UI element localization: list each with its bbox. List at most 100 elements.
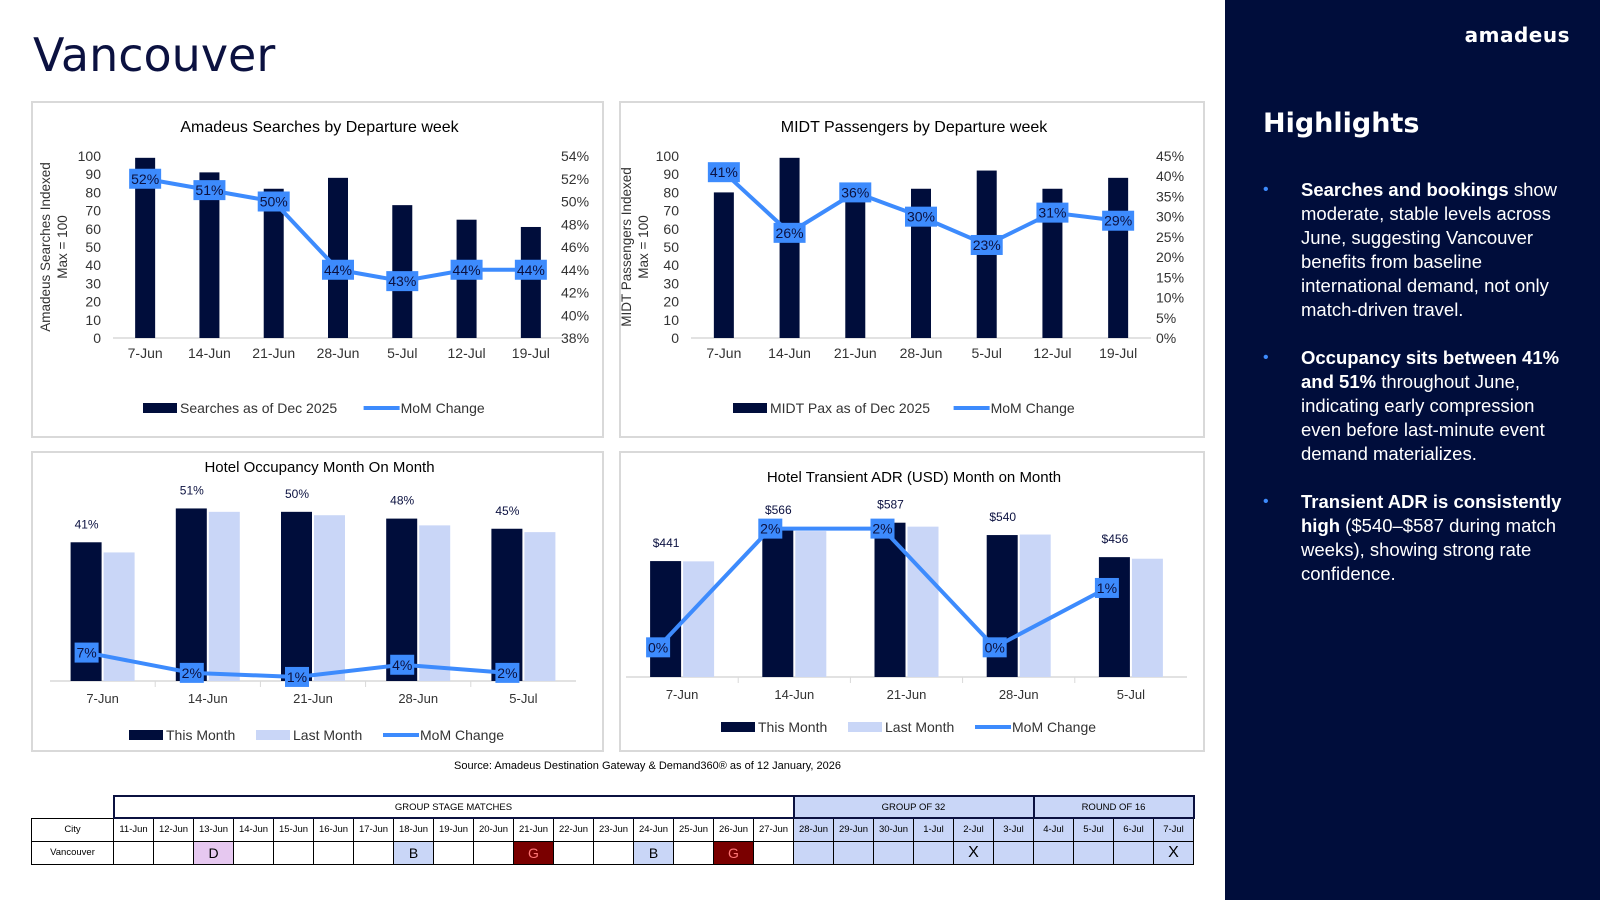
x-tick-label: 21-Jun: [293, 691, 333, 706]
mom-label: 44%: [517, 262, 545, 278]
y2-tick-label: 15%: [1156, 269, 1184, 285]
date-header: 3-Jul: [993, 817, 1034, 842]
match-cell: [753, 840, 794, 865]
date-header: 29-Jun: [833, 817, 874, 842]
y-tick-label: 70: [85, 203, 101, 219]
match-cell: [433, 840, 474, 865]
mom-label: 30%: [907, 209, 935, 225]
y-tick-label: 0: [671, 330, 679, 346]
y2-tick-label: 50%: [561, 194, 589, 210]
x-tick-label: 5-Jul: [1117, 687, 1145, 702]
date-header: 6-Jul: [1113, 817, 1154, 842]
bar: [135, 157, 156, 338]
legend-label: MoM Change: [991, 400, 1075, 416]
chart-title: Amadeus Searches by Departure week: [180, 119, 459, 136]
date-header: 11-Jun: [113, 817, 154, 842]
city-header: City: [31, 817, 114, 842]
date-header: 30-Jun: [873, 817, 914, 842]
this-month-bar: [1098, 557, 1130, 677]
legend-bar-swatch: [848, 722, 882, 732]
y-tick-label: 70: [663, 203, 679, 219]
y2-tick-label: 38%: [561, 330, 589, 346]
bar: [199, 172, 220, 338]
match-cell: [553, 840, 594, 865]
x-tick-label: 28-Jun: [398, 691, 438, 706]
bar: [1042, 188, 1063, 338]
mom-label: 51%: [195, 182, 223, 198]
y-axis-label: Max = 100: [55, 215, 70, 278]
occupancy-chart: Hotel Occupancy Month On Month 41% 7-Jun 51…: [50, 459, 576, 743]
x-tick-label: 5-Jul: [972, 345, 1002, 361]
date-header: 21-Jun: [513, 817, 554, 842]
bar-value-label: $456: [1102, 532, 1129, 546]
schedule-date-row: City 11-Jun 12-Jun 13-Jun 14-Jun 15-Jun 16-Jun…: [31, 817, 1194, 842]
date-header: 17-Jun: [353, 817, 394, 842]
x-tick-label: 14-Jun: [768, 345, 811, 361]
y-tick-label: 10: [85, 312, 101, 328]
mom-label: 1%: [287, 669, 307, 685]
last-month-bar: [683, 561, 715, 677]
y-axis-label: MIDT Passengers Indexed: [621, 167, 634, 327]
legend-bar-swatch: [129, 730, 163, 740]
date-header: 7-Jul: [1153, 817, 1194, 842]
y2-tick-label: 35%: [1156, 188, 1184, 204]
date-header: 24-Jun: [633, 817, 674, 842]
y2-tick-label: 25%: [1156, 229, 1184, 245]
y2-tick-label: 30%: [1156, 209, 1184, 225]
match-cell: [1033, 840, 1074, 865]
bar-value-label: 50%: [285, 487, 309, 501]
adr-chart-panel: Hotel Transient ADR (USD) Month on Month…: [619, 451, 1205, 752]
y-tick-label: 50: [85, 239, 101, 255]
x-tick-label: 5-Jul: [387, 345, 417, 361]
match-cell: [233, 840, 274, 865]
mom-label: 50%: [260, 194, 288, 210]
x-tick-label: 21-Jun: [834, 345, 877, 361]
y2-tick-label: 44%: [561, 262, 589, 278]
last-month-bar: [314, 515, 345, 681]
this-month-bar: [175, 508, 207, 681]
mom-label-box: [839, 182, 872, 203]
y2-tick-label: 10%: [1156, 290, 1184, 306]
bar: [1108, 177, 1129, 338]
highlight-bold: Occupancy sits between 41% and 51%: [1301, 347, 1560, 392]
highlight-bold: Searches and bookings: [1301, 179, 1509, 200]
last-month-bar: [1131, 558, 1163, 677]
mom-label-box: [870, 518, 895, 539]
last-month-bar: [208, 511, 240, 681]
this-month-bar: [650, 561, 682, 677]
x-tick-label: 14-Jun: [188, 345, 231, 361]
x-tick-label: 5-Jul: [509, 691, 537, 706]
mom-label-box: [514, 259, 547, 280]
mom-label: 36%: [841, 184, 869, 200]
date-header: 28-Jun: [793, 817, 834, 842]
y2-tick-label: 40%: [561, 307, 589, 323]
mom-label-box: [495, 662, 520, 683]
date-header: 15-Jun: [273, 817, 314, 842]
midt-chart-panel: MIDT Passengers by Departure week 100 90 80…: [619, 101, 1205, 438]
mom-label: 2%: [872, 521, 892, 537]
y2-tick-label: 0%: [1156, 330, 1176, 346]
x-tick-label: 12-Jul: [448, 345, 486, 361]
y-tick-label: 40: [663, 257, 679, 273]
this-month-bar: [762, 528, 794, 677]
match-cell: G: [713, 840, 754, 865]
date-header: 22-Jun: [553, 817, 594, 842]
match-cell: [593, 840, 634, 865]
highlight-text: show moderate, stable levels across June…: [1301, 179, 1558, 320]
date-header: 23-Jun: [593, 817, 634, 842]
match-cell: [673, 840, 714, 865]
bar: [520, 226, 541, 338]
highlight-item: • Transient ADR is consistently high ($54…: [1263, 490, 1573, 586]
highlights-title: Highlights: [1263, 108, 1420, 139]
schedule-group-header: GROUP STAGE MATCHES: [112, 795, 795, 819]
mom-label-box: [773, 222, 806, 243]
bar-value-label: 51%: [180, 483, 204, 497]
y-tick-label: 90: [85, 166, 101, 182]
y2-tick-label: 46%: [561, 239, 589, 255]
date-header: 20-Jun: [473, 817, 514, 842]
chart-title: MIDT Passengers by Departure week: [781, 119, 1048, 136]
mom-label: 44%: [324, 262, 352, 278]
mom-label: 2%: [182, 665, 202, 681]
x-tick-label: 19-Jul: [1099, 345, 1137, 361]
date-header: 27-Jun: [753, 817, 794, 842]
